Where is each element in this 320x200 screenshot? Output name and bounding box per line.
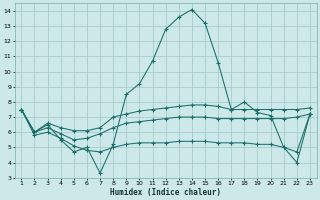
X-axis label: Humidex (Indice chaleur): Humidex (Indice chaleur) xyxy=(110,188,221,197)
